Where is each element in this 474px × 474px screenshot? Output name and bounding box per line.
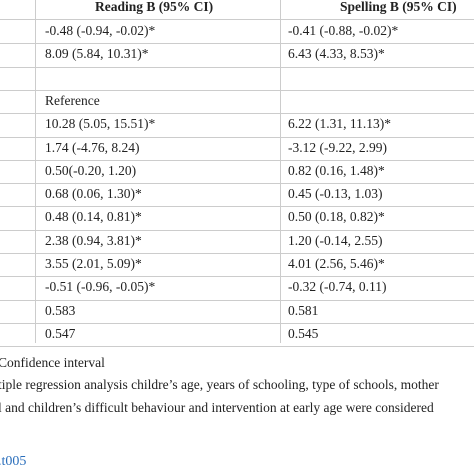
table-cell: 3.55 (2.01, 5.09)* — [45, 256, 142, 271]
table-cell: -0.51 (-0.96, -0.05)* — [45, 279, 156, 295]
col-divider — [280, 0, 281, 343]
footnote: Confidence interval — [0, 355, 105, 370]
row-rule — [0, 206, 474, 207]
table-cell: 4.01 (2.56, 5.46)* — [288, 256, 385, 271]
table-cell: 0.45 (-0.13, 1.03) — [288, 186, 383, 202]
table-cell: 0.50(-0.20, 1.20) — [45, 162, 137, 178]
table-cell: -0.41 (-0.88, -0.02)* — [288, 23, 399, 38]
row-rule — [0, 230, 474, 231]
row-rule — [0, 253, 474, 254]
table-cell: -3.12 (-9.22, 2.99) — [288, 139, 387, 155]
row-rule — [0, 137, 474, 138]
row-rule — [0, 113, 474, 114]
table-cell: 0.547 — [45, 325, 76, 341]
table-link[interactable]: .t005 — [0, 454, 27, 469]
row-rule — [0, 300, 474, 301]
header-rule — [0, 19, 474, 20]
footnote: l and children’s difficult behaviour and… — [0, 400, 434, 415]
table-cell: 8.09 (5.84, 10.31)* — [45, 46, 149, 62]
table-cell: 0.545 — [288, 325, 319, 341]
table-cell: 0.48 (0.14, 0.81)* — [45, 209, 142, 225]
footnote: tiple regression analysis childre’s age,… — [0, 377, 439, 392]
col-divider — [35, 0, 36, 343]
table-cell: 0.583 — [45, 302, 76, 318]
table-cell: 6.43 (4.33, 8.53)* — [288, 46, 385, 62]
row-rule — [0, 346, 474, 347]
table-cell: -0.32 (-0.74, 0.11) — [288, 279, 387, 295]
table-cell: -0.48 (-0.94, -0.02)* — [45, 23, 156, 38]
row-rule — [0, 160, 474, 161]
table-cell: Reference — [45, 92, 100, 108]
row-rule — [0, 90, 474, 91]
row-rule — [0, 323, 474, 324]
table-cell: 10.28 (5.05, 15.51)* — [45, 116, 156, 132]
header-spelling: Spelling B (95% CI) — [340, 0, 457, 14]
table-cell: 0.581 — [288, 302, 319, 318]
table-cell: 0.82 (0.16, 1.48)* — [288, 162, 385, 178]
row-rule — [0, 276, 474, 277]
table-cell: 1.20 (-0.14, 2.55) — [288, 232, 383, 248]
row-rule — [0, 67, 474, 68]
row-rule — [0, 43, 474, 44]
table-cell: 6.22 (1.31, 11.13)* — [288, 116, 391, 132]
table-cell: 1.74 (-4.76, 8.24) — [45, 139, 140, 155]
table-cell: 2.38 (0.94, 3.81)* — [45, 232, 142, 248]
table-cell: 0.50 (0.18, 0.82)* — [288, 209, 385, 225]
header-reading: Reading B (95% CI) — [95, 0, 214, 14]
table-cell: 0.68 (0.06, 1.30)* — [45, 186, 142, 202]
row-rule — [0, 183, 474, 184]
